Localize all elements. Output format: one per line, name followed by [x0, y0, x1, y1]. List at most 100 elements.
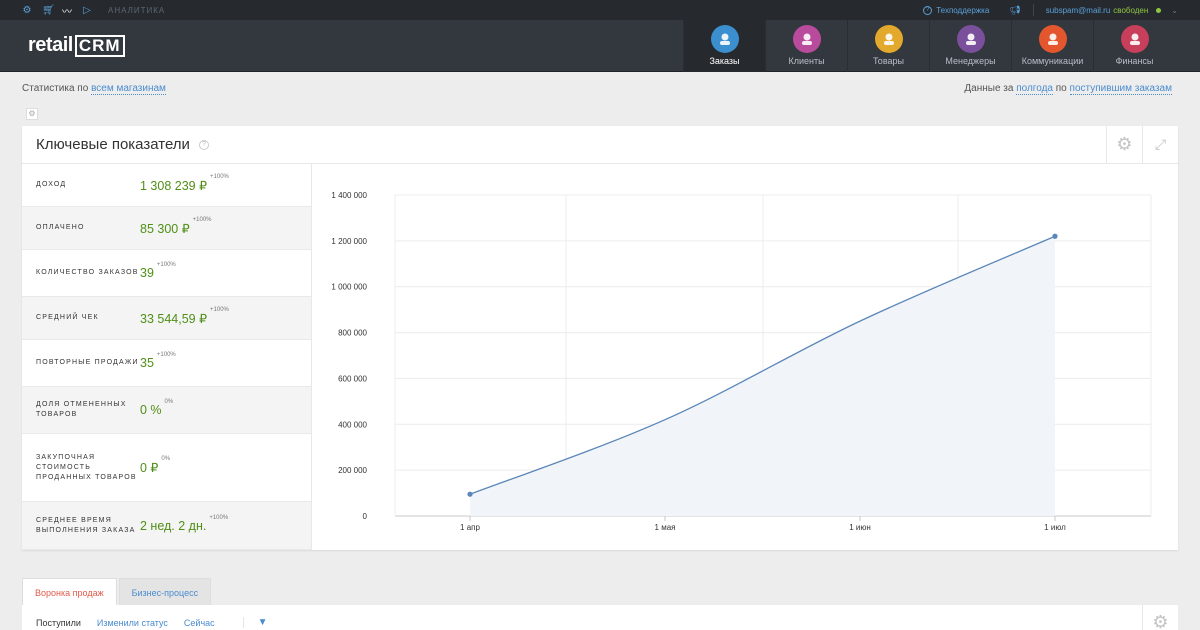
x-tick-label: 1 апр	[460, 523, 480, 532]
metric-row: КОЛИЧЕСТВО ЗАКАЗОВ 39+100%	[22, 250, 311, 297]
orders-cart-icon	[710, 25, 739, 53]
communications-chat-icon	[1038, 25, 1067, 53]
y-tick-label: 600 000	[338, 374, 367, 383]
data-point	[1052, 233, 1058, 239]
metric-row: ЗАКУПОЧНАЯ СТОИМОСТЬ ПРОДАННЫХ ТОВАРОВ 0 …	[22, 434, 311, 502]
gear-icon[interactable]: ⚙	[22, 4, 32, 16]
metric-row: ОПЛАЧЕНО 85 300 ₽+100%	[22, 207, 311, 250]
finance-doc-icon	[1120, 25, 1149, 53]
logo[interactable]: retail CRM	[28, 34, 125, 57]
user-email[interactable]: subspam@mail.ru	[1045, 5, 1111, 15]
data-point	[467, 491, 473, 497]
nav-item-2[interactable]: Товары	[847, 20, 929, 72]
filter-option[interactable]: Сейчас	[183, 617, 215, 628]
metric-value: 1 308 239 ₽+100%	[140, 173, 229, 193]
settings-gear-icon[interactable]: ⚙	[1106, 125, 1142, 164]
goods-box-icon	[874, 25, 903, 53]
funnel-settings-gear-icon[interactable]: ⚙	[1142, 605, 1178, 630]
x-tick-label: 1 июн	[849, 523, 871, 532]
metric-change: 0%	[161, 456, 171, 462]
y-tick-label: 200 000	[338, 466, 367, 475]
status-dot-icon	[1156, 7, 1162, 13]
dashboard-settings-icon[interactable]: ⚙	[26, 108, 38, 120]
nav-item-0[interactable]: Заказы	[683, 20, 765, 72]
x-tick-label: 1 мая	[655, 523, 676, 532]
metric-label: ЗАКУПОЧНАЯ СТОИМОСТЬ ПРОДАННЫХ ТОВАРОВ	[36, 453, 137, 481]
nav-item-5[interactable]: Финансы	[1093, 20, 1175, 72]
metric-value: 85 300 ₽+100%	[140, 216, 212, 236]
metric-label: ПОВТОРНЫЕ ПРОДАЖИ	[36, 359, 139, 366]
metric-value: 2 нед. 2 дн.+100%	[140, 514, 229, 533]
cart-icon[interactable]: 🛒︎	[42, 4, 55, 16]
y-tick-label: 800 000	[338, 329, 367, 338]
top-strip: ⚙ 🛒︎ 〰 ▷ АНАЛИТИКА ? Техподдержка 📢︎ subs…	[0, 0, 1200, 20]
chart-icon[interactable]: 〰	[62, 6, 72, 18]
metric-change: 0%	[164, 399, 174, 405]
metric-label: ДОХОД	[36, 181, 67, 188]
metric-label: КОЛИЧЕСТВО ЗАКАЗОВ	[36, 269, 139, 276]
series-line	[469, 235, 1056, 495]
metric-label: ДОЛЯ ОТМЕНЕННЫХ ТОВАРОВ	[36, 401, 127, 418]
filter-option[interactable]: Поступили	[36, 617, 81, 628]
revenue-chart: 0 200 000 400 000 600 000 800 000 1 000 000 1 …	[313, 164, 1178, 550]
clients-avatar-icon	[792, 25, 821, 53]
play-icon[interactable]: ▷	[83, 4, 91, 16]
metric-value: 0 ₽0%	[140, 456, 171, 475]
line-chart-svg: 0 200 000 400 000 600 000 800 000 1 000 000 1 …	[331, 191, 1152, 532]
tab-1[interactable]: Бизнес-процесс	[118, 578, 212, 606]
y-tick-label: 0	[363, 512, 368, 521]
metric-row: СРЕДНИЙ ЧЕК 33 544,59 ₽+100%	[22, 297, 311, 340]
metric-value: 35+100%	[140, 352, 176, 370]
filter-funnel-icon[interactable]: ▼	[242, 617, 268, 628]
nav-item-3[interactable]: Менеджеры	[929, 20, 1011, 72]
filter-option[interactable]: Изменили статус	[96, 617, 168, 628]
nav-label: Заказы	[709, 56, 740, 66]
metric-label: ОПЛАЧЕНО	[36, 224, 85, 231]
nav-label: Товары	[873, 56, 904, 66]
metrics-list: ДОХОД 1 308 239 ₽+100% ОПЛАЧЕНО 85 300 ₽+10…	[22, 164, 312, 550]
area-fill	[470, 236, 1055, 516]
order-type-link[interactable]: поступившим заказам	[1069, 83, 1172, 95]
metric-value: 0 %0%	[140, 399, 174, 417]
metric-row: СРЕДНЕЕ ВРЕМЯ ВЫПОЛНЕНИЯ ЗАКАЗА 2 нед. 2 …	[22, 502, 311, 550]
support-link[interactable]: ? Техподдержка	[923, 5, 989, 15]
expand-icon[interactable]: ⤢	[1142, 125, 1178, 164]
key-metrics-card: Ключевые показатели ? ⚙ ⤢ ДОХОД 1 308 239…	[22, 125, 1178, 550]
y-tick-label: 1 200 000	[331, 237, 367, 246]
main-nav: Заказы Клиенты Товары Менеджеры Коммуникации…	[683, 20, 1175, 72]
tab-0[interactable]: Воронка продаж	[22, 578, 117, 606]
metric-value: 39+100%	[140, 262, 176, 280]
section-label: АНАЛИТИКА	[108, 5, 166, 15]
card-title: Ключевые показатели	[36, 136, 190, 153]
nav-label: Финансы	[1115, 56, 1154, 66]
nav-label: Менеджеры	[945, 56, 996, 66]
y-tick-label: 1 400 000	[331, 191, 367, 200]
metric-row: ДОЛЯ ОТМЕНЕННЫХ ТОВАРОВ 0 %0%	[22, 387, 311, 434]
metric-change: +100%	[156, 352, 176, 358]
main-header: retail CRM Заказы Клиенты Товары Менеджеры Ко…	[0, 20, 1200, 72]
period-link[interactable]: полгода	[1016, 83, 1053, 95]
bottom-tabs: Воронка продаж Бизнес-процесс	[22, 578, 213, 606]
stats-scope-bar: Статистика по всем магазинам Данные за п…	[22, 83, 1172, 95]
y-tick-label: 400 000	[338, 420, 367, 429]
nav-label: Клиенты	[788, 56, 825, 66]
chevron-down-icon[interactable]: ⌄	[1171, 5, 1178, 15]
nav-item-1[interactable]: Клиенты	[765, 20, 847, 72]
metric-change: +100%	[210, 306, 229, 313]
user-status: свободен	[1113, 5, 1149, 15]
metric-change: +100%	[192, 216, 212, 223]
x-tick-label: 1 июл	[1044, 523, 1066, 532]
question-icon: ?	[923, 5, 933, 15]
all-stores-link[interactable]: всем магазинам	[91, 83, 166, 95]
funnel-panel: Поступили Изменили статус Сейчас ▼ ⚙	[22, 605, 1178, 630]
metric-change: +100%	[209, 514, 229, 521]
nav-label: Коммуникации	[1021, 56, 1084, 66]
y-tick-label: 1 000 000	[331, 283, 367, 292]
managers-avatar-icon	[956, 25, 985, 53]
metric-row: ДОХОД 1 308 239 ₽+100%	[22, 164, 311, 207]
help-icon[interactable]: ?	[198, 139, 209, 150]
metric-label: СРЕДНЕЕ ВРЕМЯ ВЫПОЛНЕНИЯ ЗАКАЗА	[36, 516, 136, 534]
metric-row: ПОВТОРНЫЕ ПРОДАЖИ 35+100%	[22, 340, 311, 387]
megaphone-icon[interactable]: 📢︎	[1009, 4, 1021, 15]
nav-item-4[interactable]: Коммуникации	[1011, 20, 1093, 72]
